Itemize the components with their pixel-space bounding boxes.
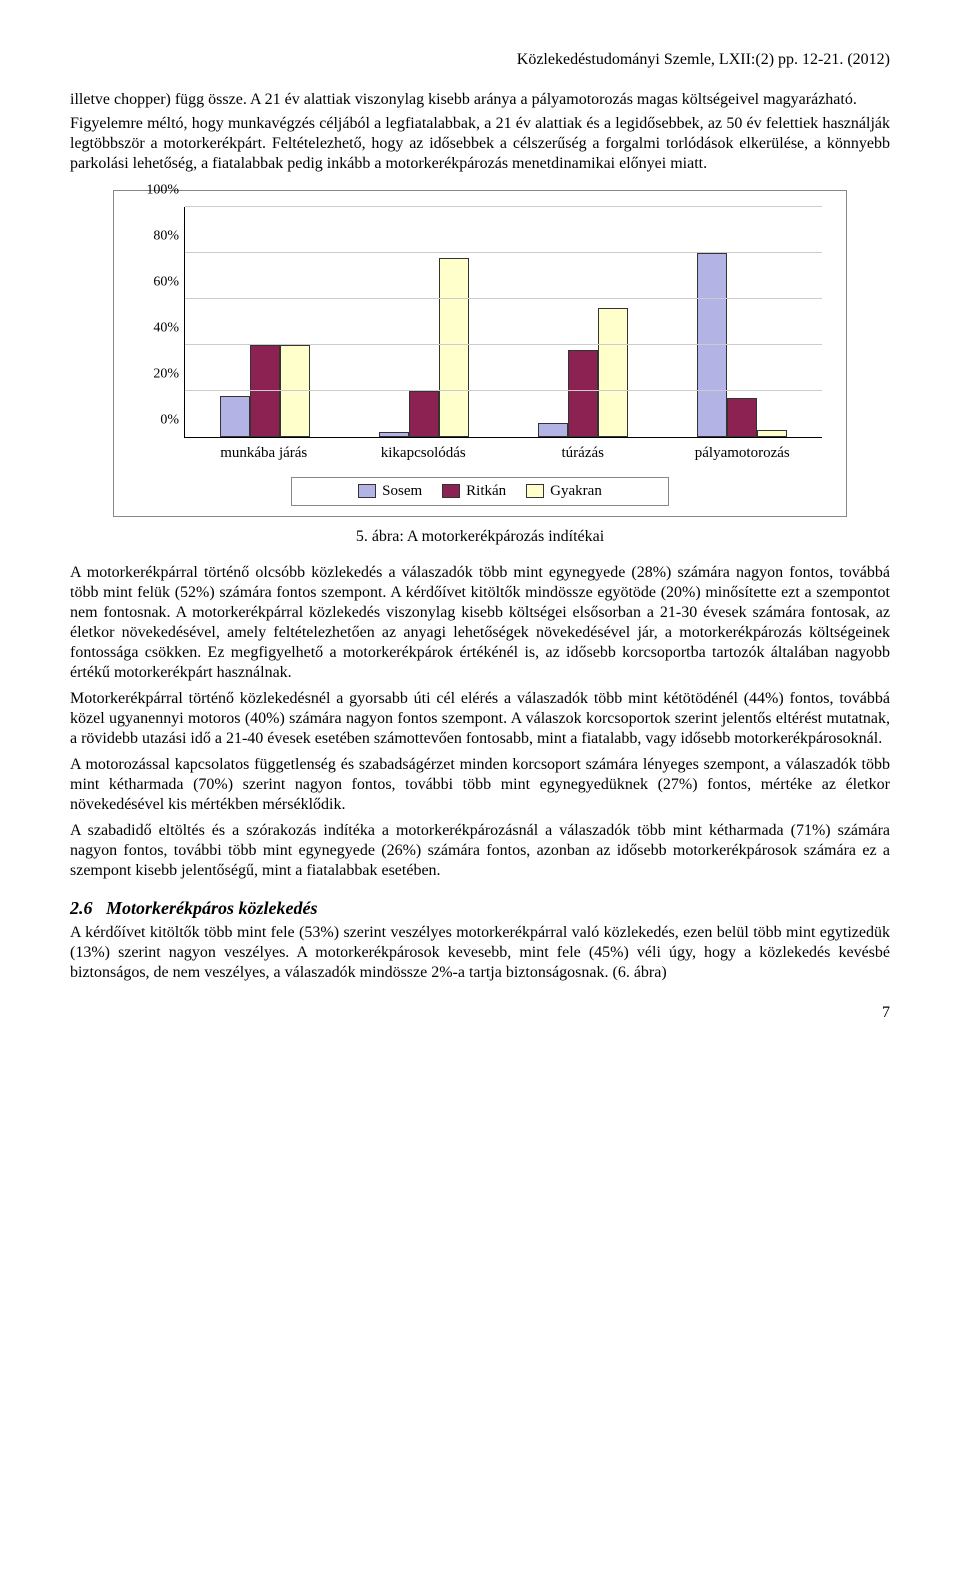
chart-x-label: túrázás [503, 444, 663, 463]
chart-legend-label: Gyakran [550, 482, 602, 501]
chart-bar-group [185, 207, 344, 437]
body-paragraph-1: A motorkerékpárral történő olcsóbb közle… [70, 563, 890, 683]
chart-gridline [185, 390, 822, 391]
chart-container: 0%20%40%60%80%100% munkába járáskikapcso… [113, 190, 847, 517]
chart-legend-item: Ritkán [442, 482, 506, 501]
chart-gridline [185, 206, 822, 207]
chart-y-tick-label: 60% [131, 273, 179, 291]
paragraph-intro-2: Figyelemre méltó, hogy munkavégzés céljá… [70, 114, 890, 174]
chart-legend-swatch [526, 484, 544, 498]
chart-bar [409, 391, 439, 437]
chart-x-labels: munkába járáskikapcsolódástúrázáspályamo… [184, 444, 822, 463]
chart-bar [598, 308, 628, 437]
chart-bar [439, 258, 469, 437]
chart-bar [697, 253, 727, 437]
chart-bar-group [663, 207, 822, 437]
chart-y-tick-label: 100% [131, 181, 179, 199]
chart-legend-item: Sosem [358, 482, 422, 501]
chart-x-label: munkába járás [184, 444, 344, 463]
chart-x-label: kikapcsolódás [344, 444, 504, 463]
chart-gridline [185, 252, 822, 253]
chart-bar [757, 430, 787, 437]
chart-legend: Sosem Ritkán Gyakran [291, 477, 669, 506]
body-paragraph-4: A szabadidő eltöltés és a szórakozás ind… [70, 821, 890, 881]
chart-gridline [185, 298, 822, 299]
section-body: A kérdőívet kitöltők több mint fele (53%… [70, 923, 890, 983]
section-title: Motorkerékpáros közlekedés [106, 898, 317, 918]
chart-y-tick-label: 0% [131, 411, 179, 429]
chart-x-label: pályamotorozás [663, 444, 823, 463]
chart-bar [379, 432, 409, 437]
chart-legend-item: Gyakran [526, 482, 602, 501]
section-number: 2.6 [70, 898, 93, 918]
section-heading: 2.6 Motorkerékpáros közlekedés [70, 897, 890, 920]
chart-legend-swatch [442, 484, 460, 498]
chart-y-tick-label: 80% [131, 227, 179, 245]
chart-bar [568, 350, 598, 437]
chart-legend-swatch [358, 484, 376, 498]
body-paragraph-3: A motorozással kapcsolatos függetlenség … [70, 755, 890, 815]
chart-legend-label: Ritkán [466, 482, 506, 501]
chart-gridline [185, 344, 822, 345]
chart-plot-area: 0%20%40%60%80%100% [184, 207, 822, 438]
chart-bar [250, 345, 280, 437]
chart-y-tick-label: 20% [131, 365, 179, 383]
paragraph-intro-1: illetve chopper) függ össze. A 21 év ala… [70, 90, 890, 110]
body-paragraph-2: Motorkerékpárral történő közlekedésnél a… [70, 689, 890, 749]
header-citation: Közlekedéstudományi Szemle, LXII:(2) pp.… [70, 50, 890, 70]
chart-bar-group [504, 207, 663, 437]
chart-bar [727, 398, 757, 437]
chart-bar [280, 345, 310, 437]
figure-caption: 5. ábra: A motorkerékpározás indítékai [70, 527, 890, 547]
chart-bar-groups [185, 207, 822, 437]
chart-y-tick-label: 40% [131, 319, 179, 337]
page-number: 7 [70, 1003, 890, 1023]
chart-bar [538, 423, 568, 437]
chart-bar-group [344, 207, 503, 437]
chart-legend-label: Sosem [382, 482, 422, 501]
chart-bar [220, 396, 250, 437]
